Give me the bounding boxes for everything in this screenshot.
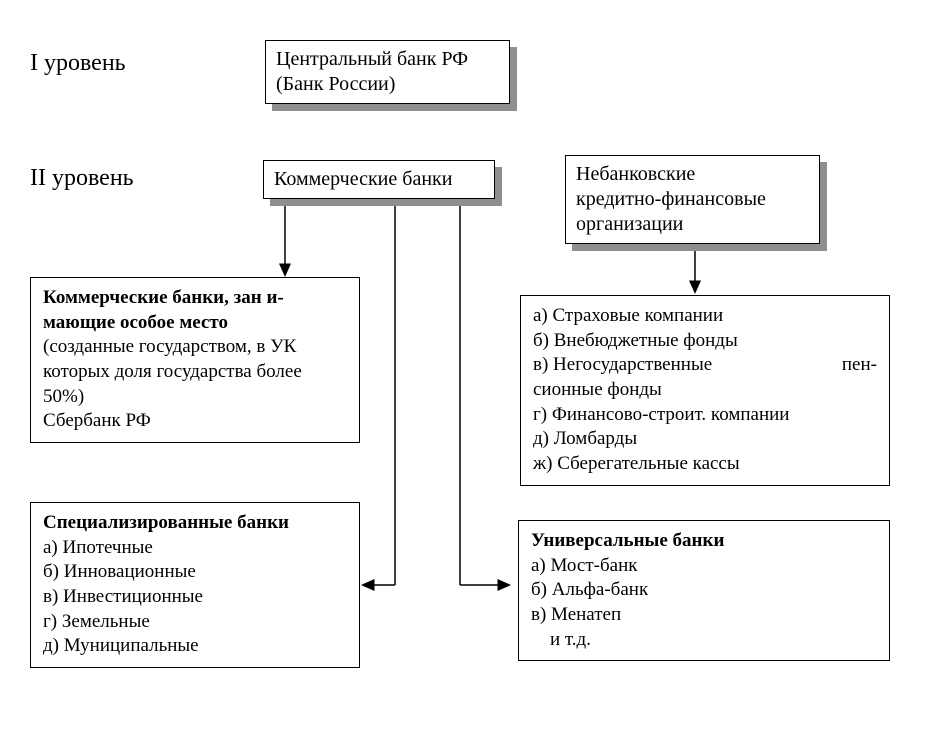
commercial-banks-box: Коммерческие банки	[263, 160, 495, 199]
nonbank-line3: организации	[576, 212, 809, 237]
nb-d: г) Финансово-строит. компании	[533, 403, 877, 428]
spec-d: г) Земельные	[43, 610, 347, 635]
nonbank-org-box: Небанковские кредитно-финансовые организ…	[565, 155, 820, 244]
special-line3: (созданные государством, в УК	[43, 335, 347, 360]
nb-e: д) Ломбарды	[533, 427, 877, 452]
nb-c-row: в) Негосударственные пен-	[533, 353, 877, 378]
nb-a: а) Страховые компании	[533, 304, 877, 329]
special-line4: которых доля государства более	[43, 360, 347, 385]
special-line6: Сбербанк РФ	[43, 409, 347, 434]
special-title2: мающие особое место	[43, 311, 347, 336]
nb-c2: пен-	[842, 353, 877, 378]
nonbank-list-box: а) Страховые компании б) Внебюджетные фо…	[520, 295, 890, 486]
uni-a: а) Мост-банк	[531, 554, 877, 579]
central-bank-line1: Центральный банк РФ	[276, 47, 499, 72]
nb-c3: сионные фонды	[533, 378, 877, 403]
uni-d: и т.д.	[531, 628, 877, 653]
uni-b: б) Альфа-банк	[531, 578, 877, 603]
universal-box: Универсальные банки а) Мост-банк б) Альф…	[518, 520, 890, 661]
nb-b: б) Внебюджетные фонды	[533, 329, 877, 354]
uni-title: Универсальные банки	[531, 529, 877, 554]
uni-c: в) Менатеп	[531, 603, 877, 628]
specialized-box: Специализированные банки а) Ипотечные б)…	[30, 502, 360, 668]
nb-f: ж) Сберегательные кассы	[533, 452, 877, 477]
special-title1: Коммерческие банки, зан и-	[43, 286, 347, 311]
spec-c: в) Инвестиционные	[43, 585, 347, 610]
commercial-banks-text: Коммерческие банки	[274, 167, 484, 192]
spec-b: б) Инновационные	[43, 560, 347, 585]
diagram-root: I уровень Центральный банк РФ (Банк Росс…	[0, 0, 931, 746]
central-bank-line2: (Банк России)	[276, 72, 499, 97]
nonbank-line1: Небанковские	[576, 162, 809, 187]
spec-a: а) Ипотечные	[43, 536, 347, 561]
level1-label: I уровень	[30, 50, 126, 77]
level2-label: II уровень	[30, 165, 134, 192]
special-place-box: Коммерческие банки, зан и- мающие особое…	[30, 277, 360, 443]
special-line5: 50%)	[43, 385, 347, 410]
spec-e: д) Муниципальные	[43, 634, 347, 659]
spec-title: Специализированные банки	[43, 511, 347, 536]
nonbank-line2: кредитно-финансовые	[576, 187, 809, 212]
central-bank-box: Центральный банк РФ (Банк России)	[265, 40, 510, 104]
nb-c1: в) Негосударственные	[533, 353, 712, 378]
